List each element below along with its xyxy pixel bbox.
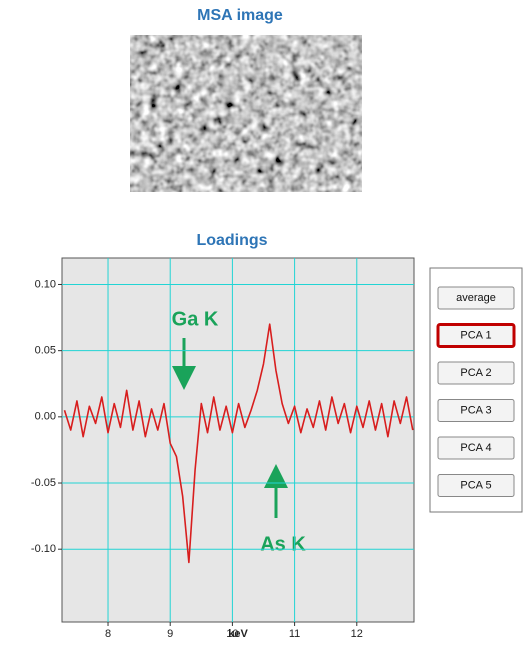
plot-area bbox=[62, 258, 414, 622]
y-tick-label: -0.05 bbox=[31, 477, 56, 489]
button-label[interactable]: PCA 3 bbox=[460, 404, 491, 416]
y-tick-label: 0.00 bbox=[35, 411, 56, 423]
annotation: As K bbox=[260, 533, 306, 555]
button-label[interactable]: PCA 1 bbox=[460, 329, 491, 341]
x-tick-label: 11 bbox=[289, 628, 300, 640]
chart-title: Loadings bbox=[196, 232, 267, 249]
x-tick-label: 8 bbox=[105, 628, 111, 640]
msa-image bbox=[130, 35, 362, 192]
screen: MSA image Loadings keV Ga K As K 0.100.0… bbox=[0, 0, 529, 641]
y-tick-label: 0.10 bbox=[35, 278, 56, 290]
button-label[interactable]: PCA 4 bbox=[460, 442, 491, 454]
image-title: MSA image bbox=[197, 7, 283, 24]
button-label[interactable]: PCA 5 bbox=[460, 479, 491, 491]
x-tick-label: 10 bbox=[226, 628, 238, 640]
y-tick-label: -0.10 bbox=[31, 543, 56, 555]
y-tick-label: 0.05 bbox=[35, 345, 56, 357]
button-label[interactable]: average bbox=[456, 292, 496, 304]
annotation: Ga K bbox=[172, 308, 219, 330]
button-label[interactable]: PCA 2 bbox=[460, 367, 491, 379]
x-tick-label: 12 bbox=[351, 628, 363, 640]
x-tick-label: 9 bbox=[167, 628, 173, 640]
